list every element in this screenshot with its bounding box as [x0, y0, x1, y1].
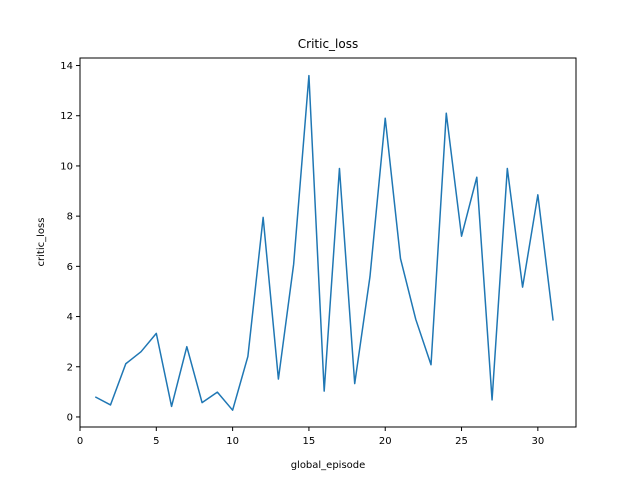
- y-tick-label: 2: [67, 362, 73, 373]
- y-tick-label: 4: [67, 312, 73, 323]
- y-tick-label: 12: [60, 111, 73, 122]
- y-tick-label: 10: [60, 161, 73, 172]
- series-line: [94, 74, 554, 411]
- y-tick-label: 6: [67, 262, 73, 273]
- x-tick-label: 10: [226, 436, 239, 447]
- x-tick-label: 15: [303, 436, 316, 447]
- plot-area: [80, 58, 576, 427]
- y-axis-label: critic_loss: [36, 218, 47, 267]
- series-layer: [94, 74, 554, 411]
- x-tick-label: 5: [153, 436, 159, 447]
- x-axis-ticks: 0 5 10 15 20 25 30: [77, 427, 544, 447]
- y-tick-label: 14: [60, 61, 73, 72]
- x-tick-label: 0: [77, 436, 83, 447]
- plot-frame: [79, 57, 577, 428]
- x-tick-label: 30: [531, 436, 544, 447]
- y-tick-label: 0: [67, 412, 73, 423]
- y-tick-label: 8: [67, 212, 73, 223]
- x-tick-label: 25: [455, 436, 468, 447]
- chart-title: Critic_loss: [298, 37, 358, 51]
- x-tick-label: 20: [379, 436, 392, 447]
- x-axis-label: global_episode: [291, 460, 366, 471]
- y-axis-ticks: 0 2 4 6 8 10 12 14: [60, 61, 80, 423]
